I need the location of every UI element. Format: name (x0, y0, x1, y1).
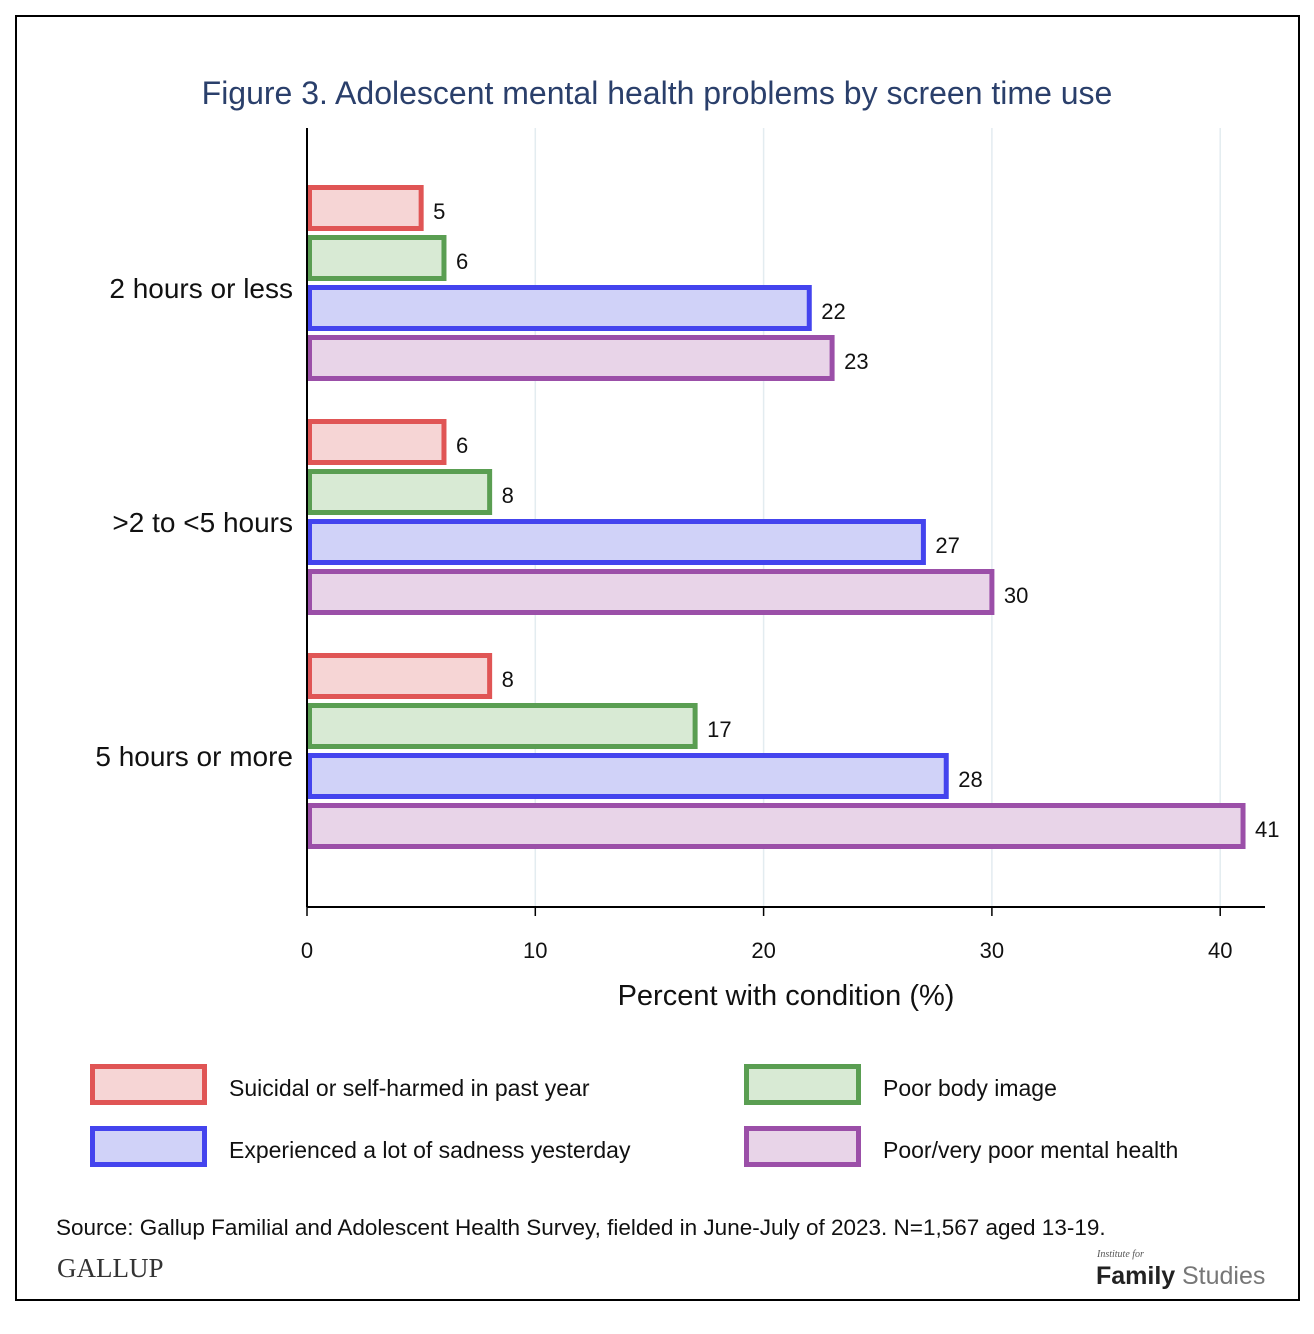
data-label: 8 (502, 483, 514, 508)
bar (307, 519, 926, 565)
legend-label: Poor/very poor mental health (883, 1137, 1178, 1163)
data-label: 23 (844, 349, 868, 374)
data-label: 6 (456, 433, 468, 458)
category-label: >2 to <5 hours (112, 507, 293, 538)
bar (307, 185, 424, 231)
logo-studies: Studies (1182, 1262, 1265, 1290)
data-label: 8 (502, 667, 514, 692)
frame (15, 15, 1300, 1301)
legend-label: Experienced a lot of sadness yesterday (229, 1137, 631, 1163)
x-tick-label: 40 (1208, 938, 1232, 963)
gallup-logo: GALLUP (57, 1253, 164, 1283)
source-note: Source: Gallup Familial and Adolescent H… (56, 1215, 1106, 1240)
axes: 0 10 20 30 40 2 hours or less >2 to <5 hours 5 … (95, 128, 1265, 963)
legend-swatch (744, 1126, 861, 1167)
x-axis-label: Percent with condition (%) (618, 980, 955, 1012)
family-studies-logo: Institute for Family Studies (1096, 1249, 1265, 1290)
bar (307, 703, 698, 749)
x-tick-label: 30 (980, 938, 1004, 963)
legend-swatch (90, 1064, 207, 1105)
bar (307, 285, 812, 331)
bar (307, 803, 1246, 849)
bar (307, 335, 835, 381)
data-label: 22 (821, 299, 845, 324)
legend-swatch (90, 1126, 207, 1167)
logo-family: Family (1096, 1262, 1175, 1290)
category-label: 2 hours or less (109, 273, 293, 304)
data-label: 5 (433, 199, 445, 224)
data-label: 28 (958, 767, 982, 792)
bar (307, 653, 493, 699)
x-tick-label: 20 (751, 938, 775, 963)
chart-title: Figure 3. Adolescent mental health probl… (202, 75, 1113, 111)
x-tick-label: 10 (523, 938, 547, 963)
x-tick-label: 0 (301, 938, 313, 963)
bar (307, 469, 493, 515)
category-label: 5 hours or more (95, 741, 293, 772)
data-label: 6 (456, 249, 468, 274)
bar (307, 569, 995, 615)
data-label: 41 (1255, 817, 1279, 842)
data-label: 30 (1004, 583, 1028, 608)
data-label: 27 (935, 533, 959, 558)
legend-swatch (744, 1064, 861, 1105)
legend-label: Suicidal or self-harmed in past year (229, 1075, 590, 1101)
bar (307, 419, 447, 465)
legend: Suicidal or self-harmed in past year Poor… (90, 1064, 1178, 1167)
logo-small-text: Institute for (1096, 1249, 1144, 1260)
bar (307, 235, 447, 281)
bar (307, 753, 949, 799)
legend-label: Poor body image (883, 1075, 1057, 1101)
data-label: 17 (707, 717, 731, 742)
